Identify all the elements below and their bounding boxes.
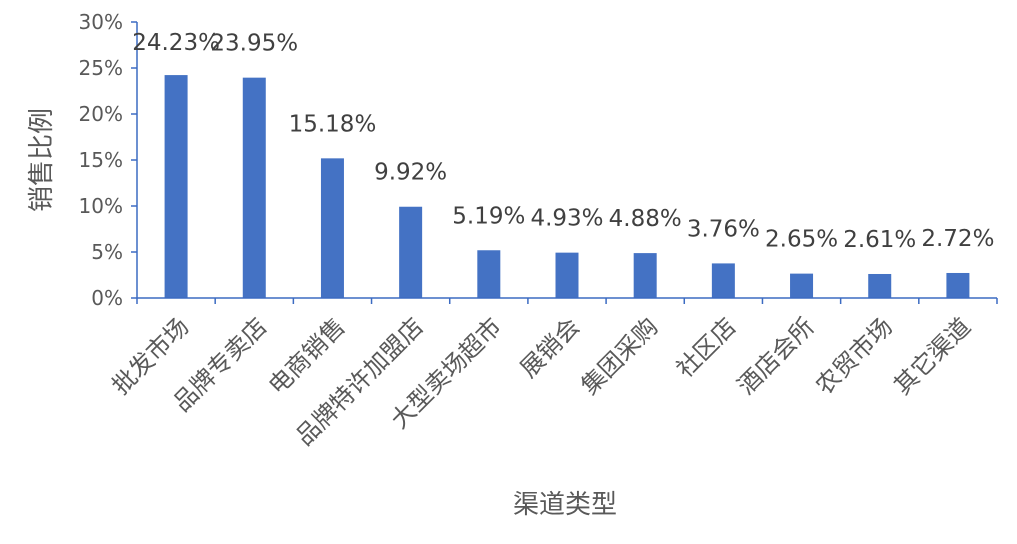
bar — [946, 272, 970, 298]
bar — [320, 158, 344, 298]
bar — [399, 206, 423, 298]
data-label: 2.65% — [765, 227, 838, 253]
x-tick-label: 集团采购 — [576, 312, 664, 400]
data-label: 23.95% — [210, 31, 298, 57]
x-axis-title: 渠道类型 — [513, 490, 617, 520]
data-label: 15.18% — [289, 111, 377, 137]
data-label: 2.72% — [921, 226, 994, 252]
x-tick-label: 社区店 — [671, 312, 742, 383]
y-axis-title: 销售比例 — [27, 108, 57, 212]
x-tick-label: 展销会 — [515, 312, 586, 383]
x-tick-label: 其它渠道 — [888, 312, 976, 400]
data-label: 9.92% — [374, 160, 447, 186]
data-label: 4.93% — [530, 206, 603, 232]
data-label: 2.61% — [843, 227, 916, 253]
y-tick-label: 0% — [91, 286, 123, 310]
y-tick-label: 5% — [91, 240, 123, 264]
y-tick-label: 25% — [79, 56, 123, 80]
bar — [868, 273, 892, 298]
y-tick-label: 20% — [79, 102, 123, 126]
x-axis — [136, 297, 998, 304]
y-tick-label: 15% — [79, 148, 123, 172]
data-label: 5.19% — [452, 203, 525, 229]
data-labels: 24.23%23.95% 15.18% 9.92%5.19% 4.93% 4.88% 3.… — [132, 30, 994, 253]
bar — [477, 250, 501, 298]
data-label: 3.76% — [687, 216, 760, 242]
y-axis: 0% 5% 10% 15% 20% 25% 30% — [79, 10, 138, 310]
bar — [555, 252, 579, 298]
bar — [711, 263, 735, 298]
bars — [164, 75, 970, 298]
data-label: 24.23% — [132, 30, 220, 56]
x-tick-label: 农贸市场 — [810, 312, 898, 400]
bar — [633, 253, 657, 298]
bar — [164, 75, 188, 298]
x-tick-label: 酒店会所 — [732, 312, 820, 400]
y-tick-label: 10% — [79, 194, 123, 218]
bar — [790, 273, 814, 298]
data-label: 4.88% — [609, 206, 682, 232]
bar — [242, 77, 266, 298]
y-tick-label: 30% — [79, 10, 123, 34]
